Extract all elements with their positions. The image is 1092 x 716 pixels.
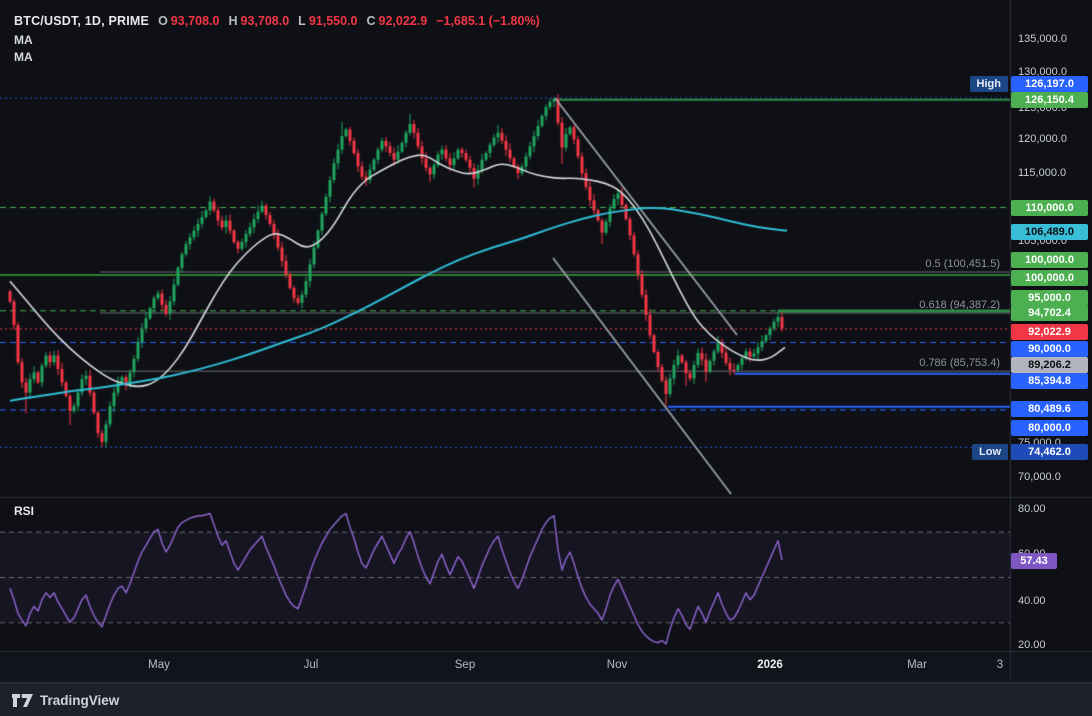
price-scale-label: 120,000.0 bbox=[1018, 133, 1067, 145]
high-marker-chip: High bbox=[969, 76, 1008, 92]
price-scale-badge: 100,000.0 bbox=[1011, 270, 1088, 286]
price-scale-badge: 126,150.4 bbox=[1011, 92, 1088, 108]
tradingview-logo-text: TradingView bbox=[40, 692, 120, 708]
price-scale-badge: 110,000.0 bbox=[1011, 200, 1088, 216]
price-scale-badge: 92,022.9 bbox=[1011, 324, 1088, 340]
price-scale-badge: 85,394.8 bbox=[1011, 373, 1088, 389]
rsi-scale-label: 20.00 bbox=[1018, 639, 1046, 651]
time-axis-label: May bbox=[148, 659, 170, 671]
time-axis-label: Mar bbox=[907, 659, 927, 671]
time-axis-label: Sep bbox=[454, 659, 476, 671]
symbol-legend: BTC/USDT, 1D, PRIME O 93,708.0 H 93,708.… bbox=[14, 14, 540, 28]
time-axis-label: 3 bbox=[996, 659, 1004, 671]
price-scale-badge: 95,000.0 bbox=[1011, 290, 1088, 306]
rsi-scale-label: 40.00 bbox=[1018, 595, 1046, 607]
ma-indicator-label-1[interactable]: MA bbox=[14, 33, 33, 47]
ohlc-low-value: 91,550.0 bbox=[308, 14, 358, 28]
price-scale-label: 115,000.0 bbox=[1018, 167, 1067, 179]
price-scale-label: 135,000.0 bbox=[1018, 33, 1067, 45]
rsi-indicator-label[interactable]: RSI bbox=[14, 504, 35, 518]
price-scale-badge: 80,000.0 bbox=[1011, 420, 1088, 436]
price-scale[interactable]: 135,000.0 130,000.0 125,000.0 120,000.0 115,… bbox=[1010, 0, 1092, 683]
price-scale-badge: 126,197.0 bbox=[1011, 76, 1088, 92]
low-marker-chip: Low bbox=[972, 444, 1008, 460]
ohlc-open-key: O bbox=[158, 14, 168, 28]
ohlc-open-value: 93,708.0 bbox=[170, 14, 220, 28]
ma-indicator-label-2[interactable]: MA bbox=[14, 50, 33, 64]
price-scale-badge: 89,206.2 bbox=[1011, 357, 1088, 373]
price-scale-badge: 74,462.0 bbox=[1011, 444, 1088, 460]
symbol-title[interactable]: BTC/USDT, 1D, PRIME bbox=[14, 14, 150, 28]
time-axis-label: Nov bbox=[606, 659, 628, 671]
tradingview-logo-icon bbox=[12, 693, 33, 707]
change-value: −1,685.1 (−1.80%) bbox=[436, 14, 540, 28]
time-axis-label: 2026 bbox=[757, 659, 783, 671]
ohlc-close-key: C bbox=[366, 14, 376, 28]
fib-level-label: 0.5 (100,451.5) bbox=[925, 258, 1000, 270]
ohlc-close-value: 92,022.9 bbox=[378, 14, 428, 28]
tradingview-logo[interactable]: TradingView bbox=[12, 693, 119, 708]
ohlc-high-key: H bbox=[228, 14, 238, 28]
ohlc-low-key: L bbox=[298, 14, 306, 28]
footer-bar: TradingView bbox=[0, 683, 1092, 716]
price-scale-badge: 90,000.0 bbox=[1011, 341, 1088, 357]
price-scale-badge: 94,702.4 bbox=[1011, 305, 1088, 321]
fib-level-label: 0.786 (85,753.4) bbox=[919, 357, 1000, 369]
price-scale-badge: 106,489.0 bbox=[1011, 224, 1088, 240]
price-scale-badge: 100,000.0 bbox=[1011, 252, 1088, 268]
price-scale-badge: 80,489.6 bbox=[1011, 401, 1088, 417]
ohlc-high-value: 93,708.0 bbox=[240, 14, 290, 28]
time-axis[interactable]: May Jul Sep Nov 2026 Mar 3 bbox=[0, 651, 1092, 683]
price-scale-label: 130,000.0 bbox=[1018, 66, 1067, 78]
price-scale-label: 70,000.0 bbox=[1018, 471, 1061, 483]
time-axis-label: Jul bbox=[303, 659, 319, 671]
rsi-value-badge: 57.43 bbox=[1011, 553, 1057, 569]
fib-level-label: 0.618 (94,387.2) bbox=[919, 299, 1000, 311]
rsi-scale-label: 80.00 bbox=[1018, 503, 1046, 515]
